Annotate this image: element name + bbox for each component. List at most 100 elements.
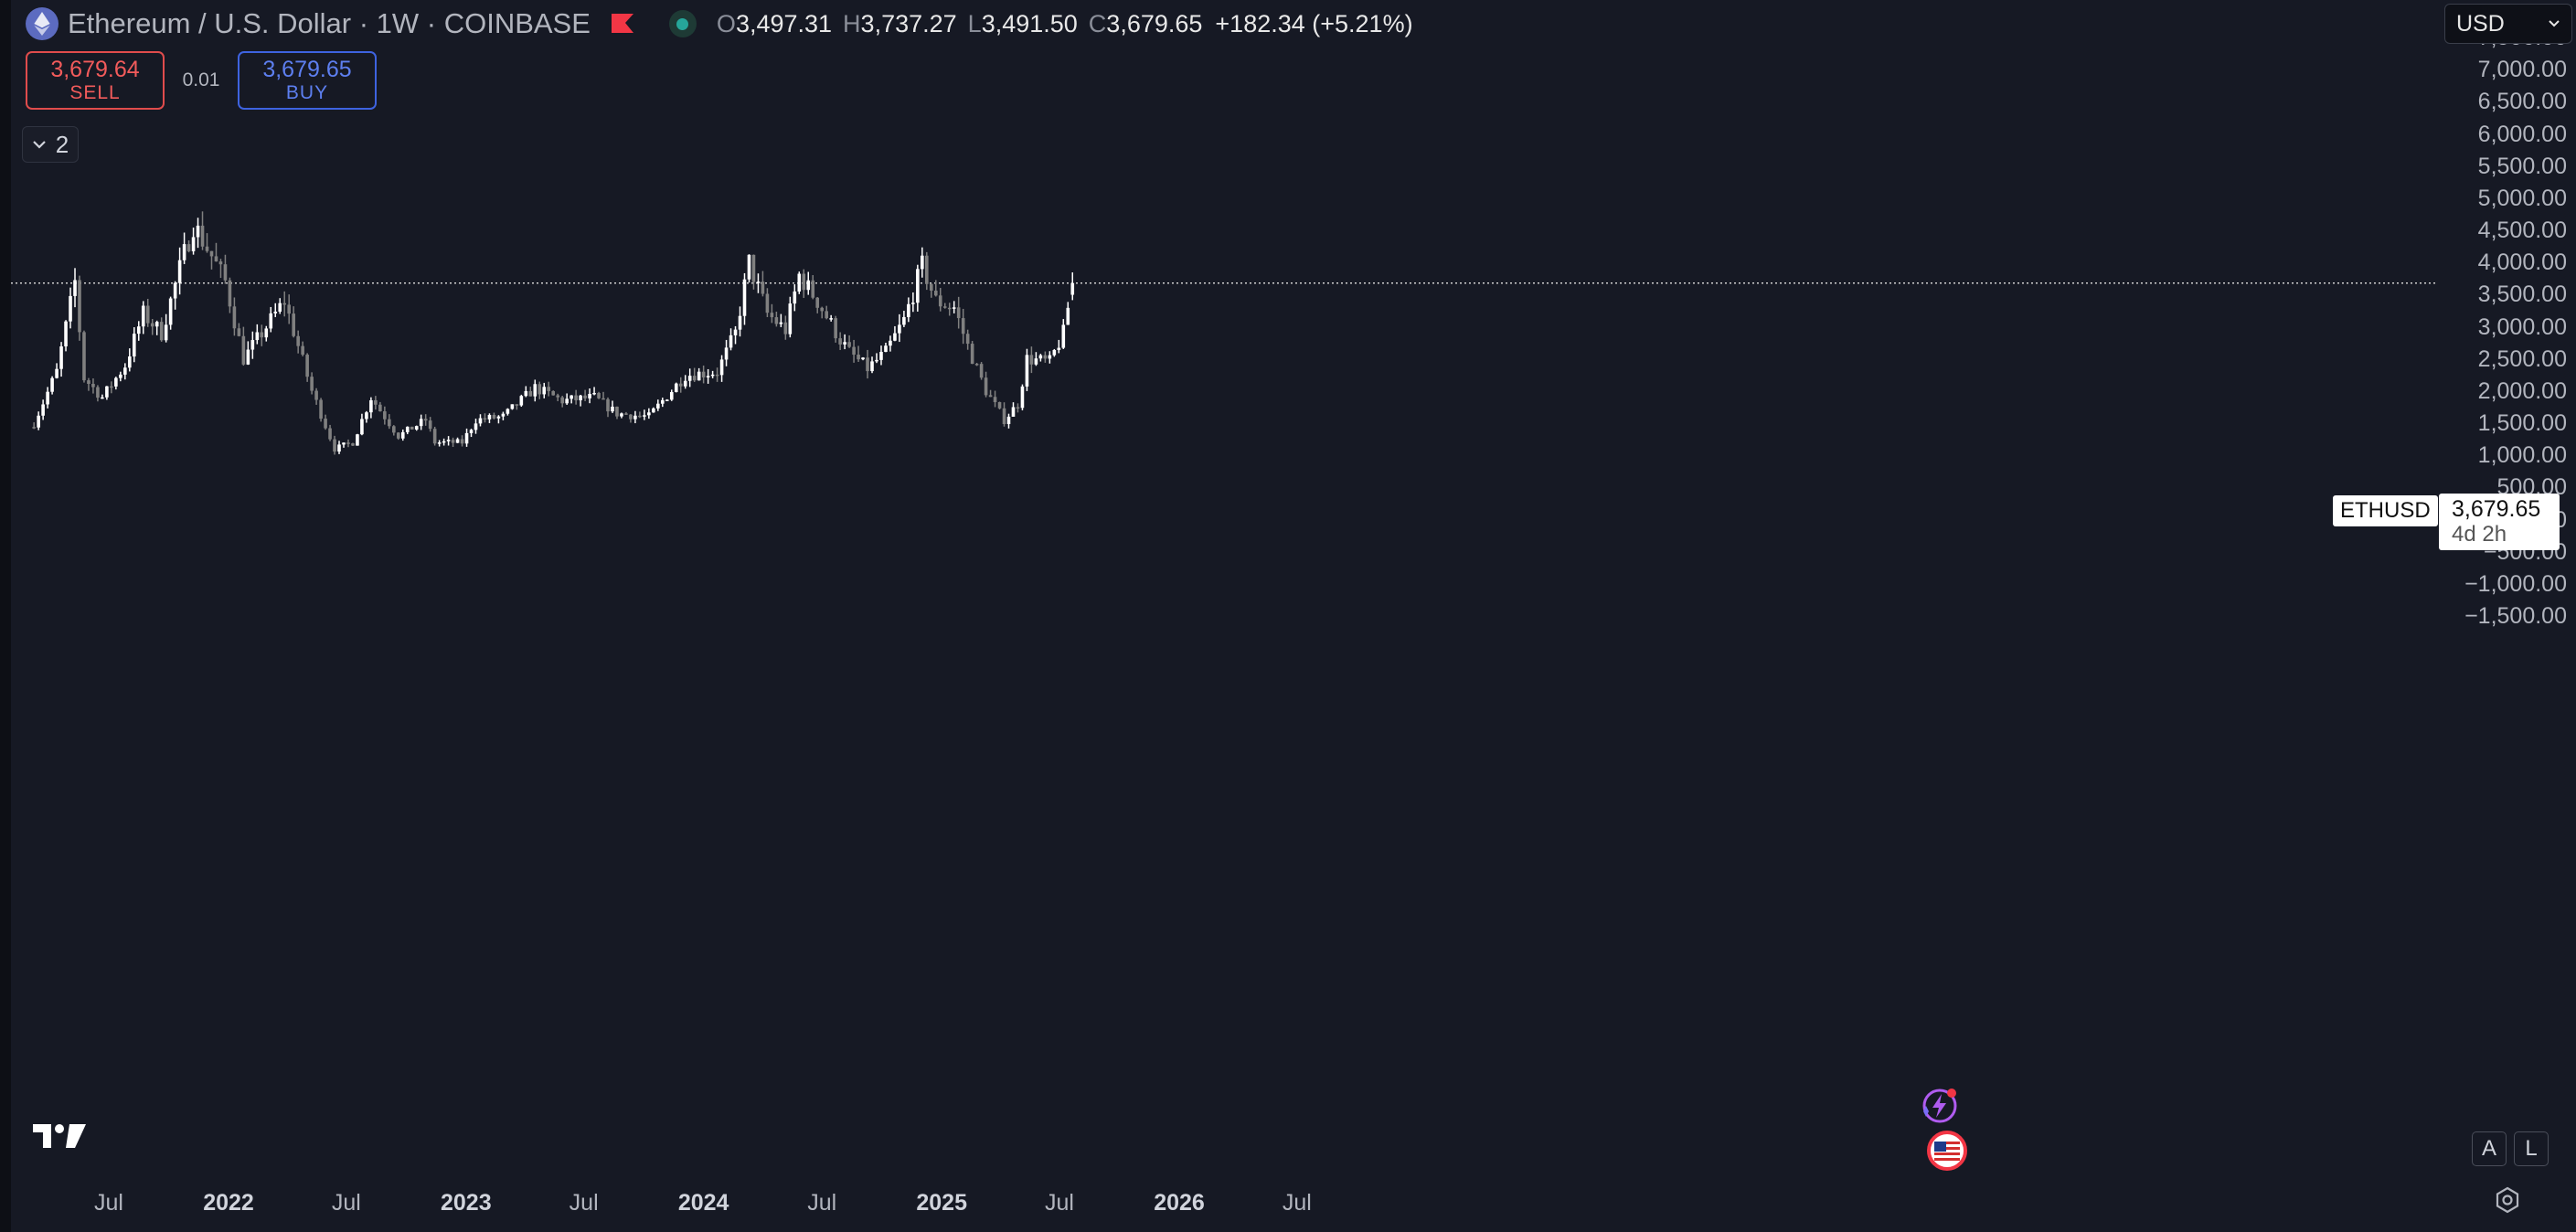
candle [200,211,205,250]
flag-icon[interactable] [611,13,634,35]
candle [50,376,54,395]
candle [186,240,191,253]
candle-body [110,386,113,388]
candle-body [37,415,40,428]
candle-body [834,318,837,339]
candle [597,391,601,399]
candle [947,303,952,316]
ohlc-values: O 3,497.31 H 3,737.27 L 3,491.50 C 3,679.65 … [717,10,1413,38]
candle-body [460,439,464,444]
candle [802,269,806,298]
indicators-collapse-button[interactable]: 2 [22,126,79,163]
candle-body [114,377,118,387]
candle [110,381,113,394]
candle [669,389,674,401]
candle [250,331,255,359]
candle-body [738,315,742,330]
candle-body [369,399,373,413]
candle [460,435,464,447]
time-tick-label: Jul [807,1190,837,1216]
candle-body [974,364,979,366]
candle-body [255,332,260,341]
price-axis[interactable]: 7,500.007,000.006,500.006,000.005,500.00… [2438,0,2576,1179]
candle-body [214,256,218,262]
candle [1061,319,1066,349]
candle [177,247,182,295]
candle-body [73,280,77,296]
price-tick-label: 6,500.00 [2477,89,2567,115]
candle-body [829,318,833,320]
candle [369,397,373,419]
candle [601,391,605,400]
candle-body [1052,349,1057,356]
candle-body [611,406,614,412]
settings-icon[interactable] [2494,1186,2521,1214]
candle-body [159,322,164,341]
candle-body [733,329,738,335]
candle-body [474,423,478,430]
candle [164,313,168,343]
candle-body [907,303,910,317]
candle [815,297,820,313]
candle [273,303,278,318]
spread-value: 0.01 [182,69,220,90]
candle-body [647,412,651,416]
candle-body [305,355,309,377]
candle [797,271,802,294]
us-flag-event-icon[interactable] [1925,1129,1969,1173]
currency-select[interactable]: USD [2444,4,2572,44]
market-open-dot-icon[interactable] [668,10,697,37]
auto-scale-button[interactable]: A [2472,1131,2507,1166]
price-chart[interactable] [11,0,2438,1179]
time-axis[interactable]: Jul 2022 Jul 2023 Jul 2024 Jul 2025 Jul 2026 Jul [11,1179,2438,1232]
candle-body [446,440,451,441]
sell-button[interactable]: 3,679.64 SELL [26,51,165,110]
symbol-title[interactable]: Ethereum / U.S. Dollar · 1W · COINBASE [68,7,591,39]
candle [547,381,551,397]
price-tick-label: 3,500.00 [2477,281,2567,308]
candle [820,306,824,319]
candle-body [123,367,127,375]
candle [911,292,915,313]
lightning-event-icon[interactable] [1916,1084,1960,1128]
candle-body [296,335,300,346]
candle [150,319,154,335]
candle [683,375,687,389]
price-tick-label: 1,500.00 [2477,410,2567,436]
candle [715,367,719,382]
candle [69,287,72,329]
candle [483,413,487,423]
candle-body [765,293,770,313]
buy-button[interactable]: 3,679.65 BUY [238,51,377,110]
candle [825,305,828,320]
candle-body [273,311,278,313]
candle [620,412,623,419]
candle-body [770,313,774,318]
price-tick-label: 2,000.00 [2477,377,2567,404]
candle [875,353,878,364]
log-scale-button[interactable]: L [2514,1131,2549,1166]
chart-pane[interactable] [11,0,2438,1179]
candle [519,394,524,408]
candle-body [1043,355,1048,359]
candle-body [793,291,797,304]
candle-body [742,279,747,316]
tradingview-logo-icon[interactable] [31,1120,88,1152]
candle [615,406,619,420]
candle [310,372,314,395]
candle [78,275,81,341]
candle-body [984,377,988,396]
ethereum-icon[interactable] [26,7,59,40]
bar-countdown: 4d 2h [2452,522,2507,547]
candle [214,242,218,262]
candle [574,389,578,405]
candle-body [41,404,45,416]
candle-body [761,281,765,294]
candle-body [132,334,136,357]
candle-body [866,357,869,372]
candle-body [715,374,719,377]
candle-body [852,346,856,356]
candle [428,417,432,432]
candle [965,329,970,350]
candle [611,400,614,413]
